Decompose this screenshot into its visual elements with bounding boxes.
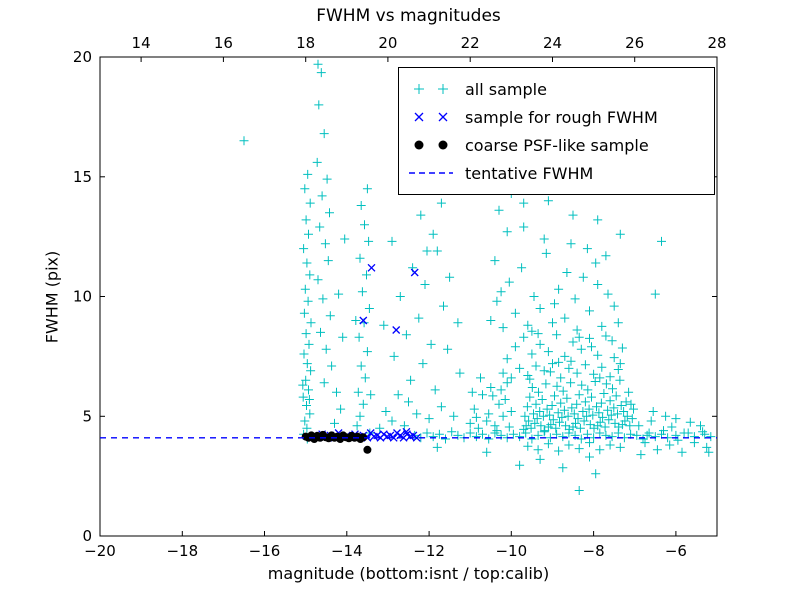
svg-text:−6: −6 <box>665 542 687 560</box>
chart-title: FWHM vs magnitudes <box>316 6 501 26</box>
svg-text:0: 0 <box>82 527 92 545</box>
dashed-line-icon <box>407 162 455 184</box>
svg-text:−14: −14 <box>331 542 363 560</box>
x-axis-label: magnitude (bottom:isnt / top:calib) <box>267 564 550 583</box>
svg-text:−10: −10 <box>495 542 527 560</box>
legend-item-rough-fwhm: sample for rough FWHM <box>407 103 706 131</box>
y-axis-label: FWHM (pix) <box>42 250 62 344</box>
svg-text:20: 20 <box>73 48 92 66</box>
legend-item-psf-sample: coarse PSF-like sample <box>407 131 706 159</box>
legend-label: all sample <box>465 79 547 99</box>
legend-label: tentative FWHM <box>465 163 594 183</box>
svg-text:20: 20 <box>378 34 397 52</box>
svg-text:24: 24 <box>543 34 562 52</box>
svg-text:−20: −20 <box>84 542 116 560</box>
svg-text:−18: −18 <box>166 542 198 560</box>
plus-marker-icon <box>407 78 455 100</box>
legend: all sample sample for rough FWHM coarse … <box>398 67 715 195</box>
svg-text:−8: −8 <box>583 542 605 560</box>
svg-text:−16: −16 <box>249 542 281 560</box>
svg-text:15: 15 <box>73 168 92 186</box>
svg-text:−12: −12 <box>413 542 445 560</box>
legend-label: coarse PSF-like sample <box>465 135 649 155</box>
svg-text:26: 26 <box>625 34 644 52</box>
circle-marker-icon <box>407 134 455 156</box>
svg-text:28: 28 <box>707 34 726 52</box>
svg-text:14: 14 <box>132 34 151 52</box>
legend-item-all-sample: all sample <box>407 75 706 103</box>
svg-text:16: 16 <box>214 34 233 52</box>
legend-label: sample for rough FWHM <box>465 107 658 127</box>
svg-text:5: 5 <box>82 407 92 425</box>
x-marker-icon <box>407 106 455 128</box>
svg-text:10: 10 <box>73 288 92 306</box>
svg-text:18: 18 <box>296 34 315 52</box>
legend-item-tentative-fwhm: tentative FWHM <box>407 159 706 187</box>
svg-text:22: 22 <box>461 34 480 52</box>
